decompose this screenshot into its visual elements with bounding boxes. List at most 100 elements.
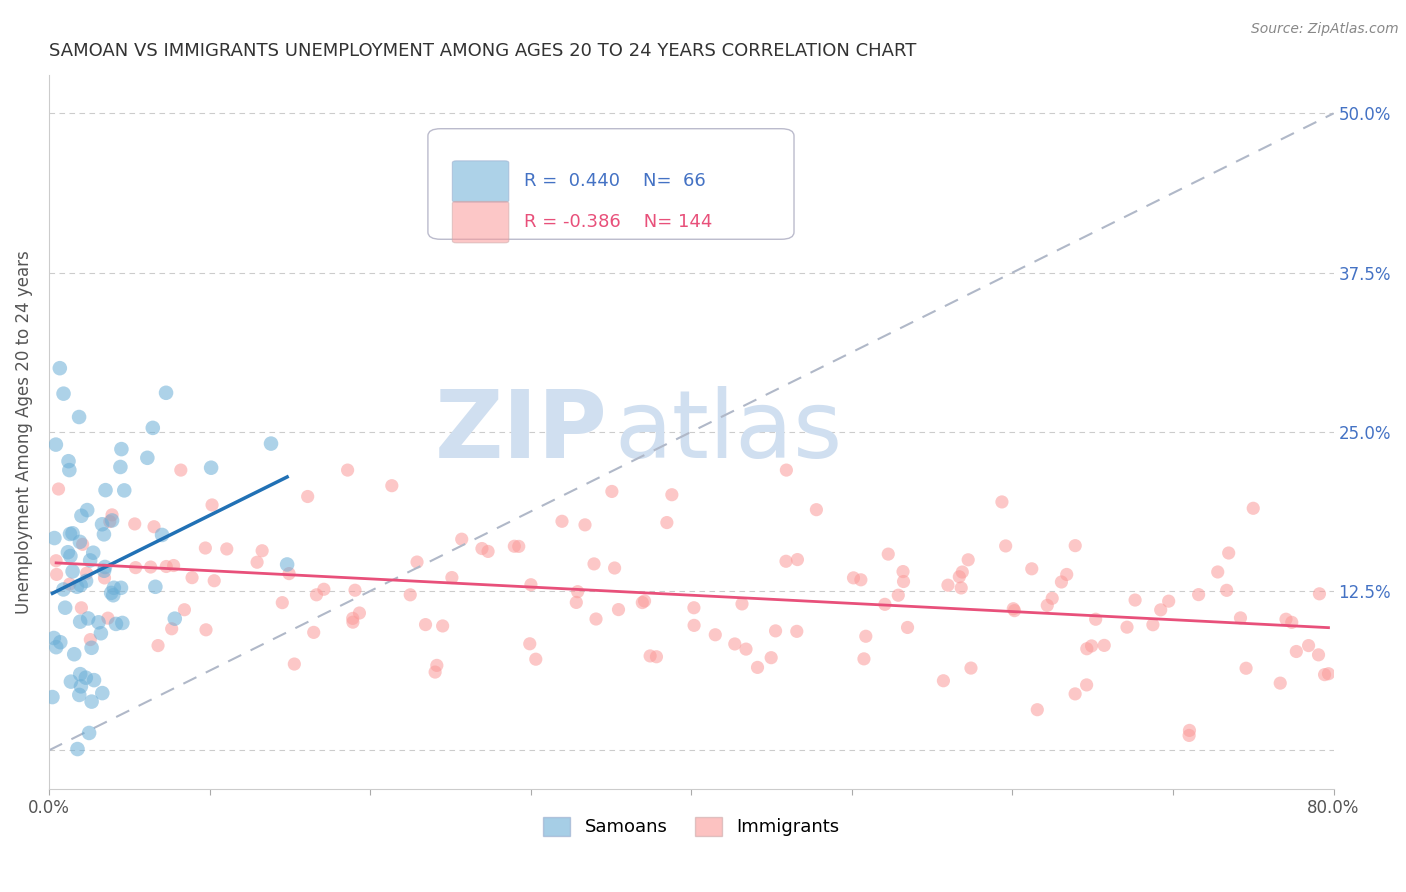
Point [471,541,494,556]
Point [59,577,82,591]
Point [1241,501,1264,516]
Point [93,527,115,541]
Point [76,566,98,581]
Point [786,552,808,566]
Point [1275,612,1298,626]
Point [276,558,298,572]
Point [1080,639,1102,653]
Point [631,596,654,610]
Point [849,573,872,587]
Point [181,571,204,585]
Point [103,581,125,595]
Point [70,600,93,615]
Point [202,574,225,588]
Point [278,566,301,581]
Point [415,617,437,632]
Point [201,498,224,512]
Point [69,534,91,549]
Point [765,624,787,638]
Point [948,570,970,584]
Point [91,517,114,532]
Point [67,688,90,702]
Point [58,463,80,477]
Point [503,539,526,553]
Point [44,531,66,545]
FancyBboxPatch shape [453,202,509,243]
Point [852,652,875,666]
Point [42,631,65,645]
Point [67,410,90,425]
Point [585,612,607,626]
Point [97,611,120,625]
Point [423,665,446,679]
Point [52,386,75,401]
Point [305,588,328,602]
Point [83,673,105,687]
Point [150,528,173,542]
Point [72,537,94,551]
Point [342,611,364,625]
Point [1036,599,1059,613]
Point [45,437,67,451]
Point [69,578,91,592]
Point [155,385,177,400]
Point [1064,539,1087,553]
Point [80,695,103,709]
Point [69,667,91,681]
Text: SAMOAN VS IMMIGRANTS UNEMPLOYMENT AMONG AGES 20 TO 24 YEARS CORRELATION CHART: SAMOAN VS IMMIGRANTS UNEMPLOYMENT AMONG … [49,42,917,60]
Point [724,637,747,651]
Text: Source: ZipAtlas.com: Source: ZipAtlas.com [1251,22,1399,37]
Point [775,554,797,568]
Point [786,624,808,639]
Point [406,555,429,569]
Point [1150,603,1173,617]
Point [75,574,97,588]
FancyBboxPatch shape [453,161,509,202]
Point [110,460,132,475]
Point [1178,723,1201,738]
Point [103,588,125,602]
Point [645,649,668,664]
Point [683,600,706,615]
Point [1187,588,1209,602]
Point [124,560,146,574]
Point [63,647,86,661]
Point [1050,574,1073,589]
Point [45,554,67,568]
Point [146,639,169,653]
Point [104,616,127,631]
Point [112,483,135,498]
Point [855,629,877,643]
Point [143,520,166,534]
Point [62,526,84,541]
Point [893,574,915,589]
Point [960,661,983,675]
Point [633,594,655,608]
Point [1026,703,1049,717]
Point [69,615,91,629]
Point [195,623,218,637]
Point [110,581,132,595]
Point [142,421,165,435]
Point [607,602,630,616]
Point [77,611,100,625]
Point [87,615,110,630]
Point [775,463,797,477]
Point [565,595,588,609]
Text: atlas: atlas [614,386,842,478]
Point [950,565,973,579]
Point [957,553,980,567]
Point [1234,661,1257,675]
Point [342,615,364,629]
Point [683,618,706,632]
Point [1004,604,1026,618]
Point [59,549,82,563]
Point [49,361,72,376]
Point [1281,615,1303,630]
Point [1092,639,1115,653]
Point [101,508,124,522]
Point [52,582,75,597]
Point [399,588,422,602]
Point [215,541,238,556]
Point [49,635,72,649]
